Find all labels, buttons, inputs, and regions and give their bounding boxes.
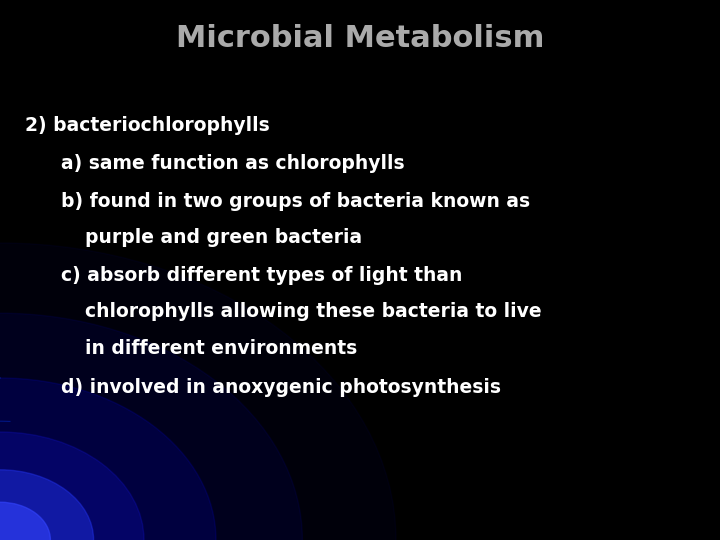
Text: 2) bacteriochlorophylls: 2) bacteriochlorophylls (25, 116, 270, 135)
Circle shape (0, 502, 50, 540)
Text: in different environments: in different environments (85, 339, 357, 357)
Circle shape (0, 243, 396, 540)
Circle shape (0, 313, 302, 540)
Text: chlorophylls allowing these bacteria to live: chlorophylls allowing these bacteria to … (85, 302, 541, 321)
Circle shape (0, 378, 216, 540)
Text: a) same function as chlorophylls: a) same function as chlorophylls (61, 154, 405, 173)
Circle shape (0, 432, 144, 540)
Circle shape (0, 470, 94, 540)
Text: Microbial Metabolism: Microbial Metabolism (176, 24, 544, 53)
Text: b) found in two groups of bacteria known as: b) found in two groups of bacteria known… (61, 192, 531, 211)
Text: purple and green bacteria: purple and green bacteria (85, 228, 362, 247)
Text: d) involved in anoxygenic photosynthesis: d) involved in anoxygenic photosynthesis (61, 378, 501, 397)
Text: c) absorb different types of light than: c) absorb different types of light than (61, 266, 462, 285)
